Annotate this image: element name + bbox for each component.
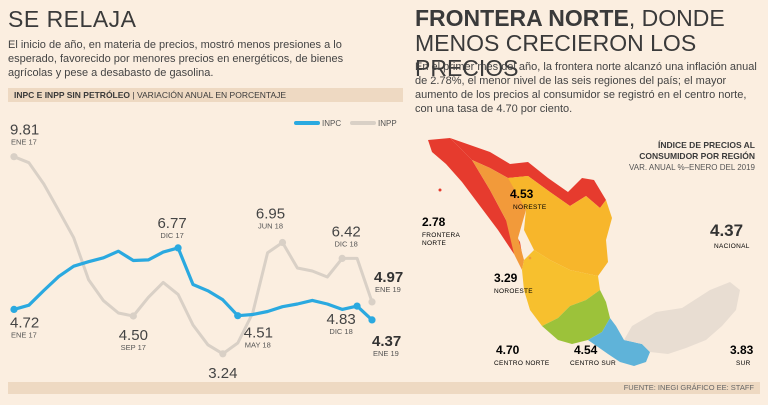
region-noreste [508,176,612,276]
date-label-inpc: ENE 17 [11,330,37,339]
map-title-line2: CONSUMIDOR POR REGIÓN [639,151,755,161]
region-frontera-norte-strip [450,138,606,208]
data-point-inpp [129,312,137,320]
map-name-centro-norte: CENTRO NORTE [494,360,550,367]
date-label-inpp: ENE 17 [11,138,37,147]
date-label-inpp: SEP 17 [121,343,146,352]
date-label-inpc: DIC 18 [329,327,352,336]
map-value-centro-norte: 4.70 [496,343,520,357]
chart-header: INPC E INPP SIN PETRÓLEO | VARIACIÓN ANU… [8,88,403,102]
data-label-inpc: 4.51 [244,325,273,342]
region-frontera-norte-baja [428,138,522,254]
map-name-noreste: NORESTE [513,204,547,211]
right-title-rest: , DONDE MENOS CRECIERON LOS PRECIOS [415,5,725,81]
data-label-inpp: 9.81 [10,122,39,139]
island-1 [438,188,442,192]
map-name-frontera-norte-2: NORTE [422,240,446,247]
map-subtitle: VAR. ANUAL %–ENERO DEL 2019 [629,163,755,172]
data-label-inpc: 6.77 [157,215,186,232]
map-name-noroeste: NOROESTE [494,288,533,295]
map-value-noreste: 4.53 [510,187,534,201]
data-label-inpp: 6.95 [256,206,285,223]
left-title: SE RELAJA [8,6,137,32]
data-point-inpc [174,244,182,252]
region-yucatan [624,282,740,354]
data-point-inpc [353,302,361,310]
data-point-inpp [278,238,287,247]
map-name-frontera-norte-1: FRONTERA [422,232,461,239]
island-2 [528,256,532,260]
region-centro-sur [542,290,610,344]
map-title-line1: ÍNDICE DE PRECIOS AL [658,140,755,150]
region-centro-norte [522,250,600,326]
data-point-inpc [234,312,242,320]
legend-label-inpp: INPP [378,119,397,128]
data-label-inpp: 4.97 [374,269,403,286]
map-name-sur: SUR [736,360,751,367]
right-title: FRONTERA NORTE, DONDE MENOS CRECIERON LO… [415,6,765,81]
data-label-inpc: 4.37 [372,333,401,350]
map-name-nacional: NACIONAL [714,243,750,250]
mexico-map: 4.53 NORESTE 2.78 FRONTERA NORTE 3.29 NO… [422,138,754,367]
data-point-inpp [338,254,346,262]
data-point-inpp [219,350,227,358]
data-point-inpp [10,153,18,161]
right-description: En el primer mes del año, la frontera no… [415,61,757,115]
map-title: ÍNDICE DE PRECIOS AL CONSUMIDOR POR REGI… [585,140,755,162]
map-value-frontera-norte: 2.78 [422,215,446,229]
chart-header-subtitle: | VARIACIÓN ANUAL EN PORCENTAJE [130,90,287,100]
map-value-noroeste: 3.29 [494,271,518,285]
map-value-centro-sur: 4.54 [574,343,598,357]
data-label-inpc: 4.72 [10,314,39,331]
footer-source: FUENTE: INEGI GRÁFICO EE: STAFF [8,382,760,394]
series-line-inpp [12,155,374,356]
date-label-inpc: ENE 19 [373,349,399,358]
data-label-inpp: 6.42 [332,223,361,240]
region-sur [588,318,650,366]
right-title-bold: FRONTERA NORTE [415,5,629,31]
series-line-inpc [12,246,374,322]
data-label-inpp: 4.50 [119,327,148,344]
data-point-inpc [368,316,376,324]
date-label-inpc: DIC 17 [160,231,183,240]
map-name-centro-sur: CENTRO SUR [570,360,616,367]
map-value-sur: 3.83 [730,343,754,357]
date-label-inpp: JUN 18 [258,222,283,231]
data-label-inpc: 4.83 [326,311,355,328]
chart-header-bold: INPC E INPP SIN PETRÓLEO [14,90,131,100]
legend-label-inpc: INPC [322,119,341,128]
chart-legend: INPC INPP [294,119,397,128]
date-label-inpp: DIC 18 [334,239,357,248]
data-label-inpp: 3.24 [208,365,237,380]
date-label-inpp: ENE 19 [375,285,401,294]
data-point-inpp [368,298,376,306]
date-label-inpc: MAY 18 [245,341,271,350]
map-value-nacional: 4.37 [710,221,743,240]
data-point-inpc [10,305,18,313]
left-description: El inicio de año, en materia de precios,… [8,39,344,79]
